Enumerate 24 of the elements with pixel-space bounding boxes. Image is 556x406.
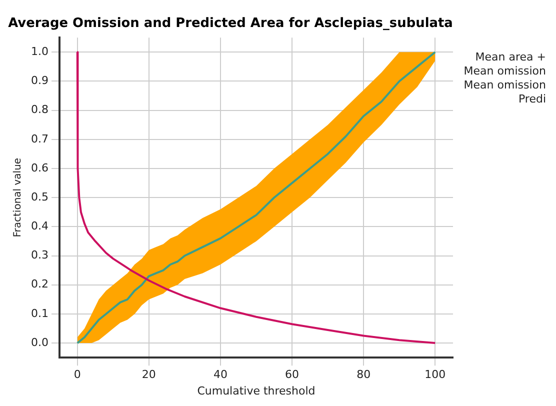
x-tick-label: 100 bbox=[424, 368, 446, 382]
y-tick-label: 0.6 bbox=[30, 161, 48, 174]
y-tick-label: 0.2 bbox=[30, 278, 48, 291]
x-tick-label: 20 bbox=[142, 368, 156, 382]
chart-title: Average Omission and Predicted Area for Asclepias_subulata bbox=[8, 16, 453, 32]
x-tick-label: 0 bbox=[74, 368, 81, 382]
y-tick-label: 0.1 bbox=[30, 306, 48, 320]
text: Mean area + bbox=[475, 50, 546, 64]
y-tick-label: 1.0 bbox=[30, 45, 48, 58]
y-tick-label: 0.5 bbox=[30, 190, 48, 204]
x-tick-label: 80 bbox=[356, 368, 371, 382]
y-tick-label: 0.0 bbox=[30, 336, 48, 349]
x-axis-title: Cumulative threshold bbox=[197, 384, 316, 398]
text: Mean omission bbox=[464, 64, 546, 78]
y-tick-label: 0.7 bbox=[30, 132, 48, 146]
y-axis-title: Fractional value bbox=[12, 158, 24, 238]
y-tick-label: 0.4 bbox=[30, 220, 48, 233]
y-tick-label: 0.3 bbox=[30, 248, 48, 262]
y-tick-label: 0.9 bbox=[30, 74, 48, 88]
x-tick-label: 60 bbox=[285, 368, 300, 382]
text: Mean omission bbox=[464, 78, 546, 92]
y-tick-label: 0.8 bbox=[30, 103, 48, 116]
x-tick-label: 40 bbox=[213, 368, 228, 382]
text: Predi bbox=[518, 92, 546, 106]
